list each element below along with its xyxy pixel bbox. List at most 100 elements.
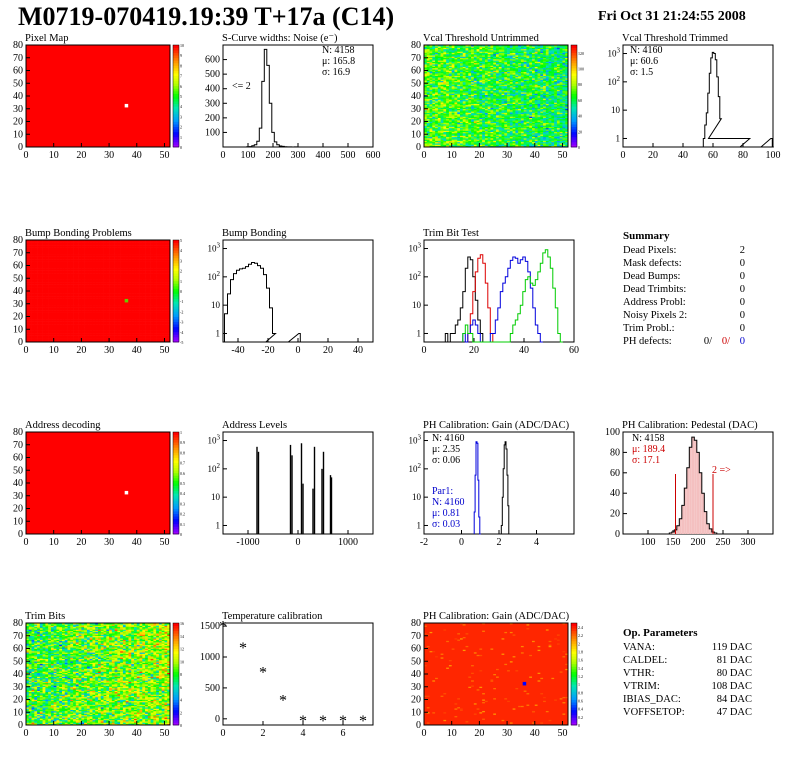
heatmap-cell bbox=[534, 62, 538, 65]
heatmap-cell bbox=[487, 127, 491, 130]
heatmap-cell bbox=[487, 71, 491, 74]
heatmap-cell bbox=[440, 110, 444, 112]
heatmap-cell bbox=[28, 278, 32, 280]
heatmap-cell bbox=[473, 108, 477, 111]
heatmap-cell bbox=[479, 60, 483, 62]
heatmap-cell bbox=[498, 75, 502, 78]
heatmap-cell bbox=[34, 299, 38, 302]
heatmap-cell bbox=[42, 256, 46, 259]
heatmap-cell bbox=[562, 71, 566, 74]
heatmap-cell bbox=[426, 90, 430, 93]
heatmap-cell bbox=[45, 329, 49, 331]
heatmap-cell bbox=[451, 46, 455, 48]
heatmap-cell bbox=[537, 96, 541, 98]
heatmap-cell bbox=[448, 52, 452, 55]
heatmap-cell bbox=[520, 50, 524, 52]
heatmap-cell bbox=[512, 75, 516, 78]
heatmap-cell bbox=[465, 65, 469, 67]
heatmap-cell bbox=[559, 107, 563, 110]
heatmap-cell bbox=[426, 55, 430, 57]
heatmap-cell bbox=[559, 90, 563, 93]
heatmap-cell bbox=[554, 64, 558, 66]
heatmap-cell bbox=[496, 50, 500, 52]
heatmap-cell bbox=[512, 87, 516, 89]
heatmap-cell bbox=[45, 303, 49, 306]
heatmap-cell bbox=[460, 90, 464, 93]
heatmap-cell bbox=[540, 81, 544, 84]
heatmap-cell bbox=[507, 84, 511, 87]
heatmap-cell bbox=[507, 136, 511, 139]
heatmap-cell bbox=[39, 274, 43, 276]
heatmap-cell bbox=[490, 93, 494, 96]
heatmap-cell bbox=[512, 74, 516, 76]
heatmap-cell bbox=[554, 113, 558, 116]
heatmap-cell bbox=[559, 121, 563, 124]
heatmap-cell bbox=[507, 66, 511, 69]
heatmap-cell bbox=[448, 51, 452, 53]
heatmap-cell bbox=[457, 141, 461, 144]
heatmap-cell bbox=[518, 141, 522, 144]
heatmap-cell bbox=[457, 46, 461, 48]
heatmap-cell bbox=[509, 79, 513, 81]
heatmap-cell bbox=[462, 75, 466, 78]
heatmap-cell bbox=[34, 245, 38, 247]
heatmap-cell bbox=[540, 139, 544, 141]
heatmap-cell bbox=[496, 124, 500, 126]
heatmap-cell bbox=[512, 47, 516, 50]
heatmap-cell bbox=[556, 47, 560, 50]
heatmap-cell bbox=[493, 127, 497, 130]
heatmap-cell bbox=[437, 61, 441, 64]
heatmap-cell bbox=[476, 89, 480, 92]
heatmap-cell bbox=[556, 61, 560, 64]
heatmap-cell bbox=[504, 110, 508, 112]
heatmap-cell bbox=[545, 64, 549, 66]
heatmap-cell bbox=[443, 85, 447, 88]
heatmap-cell bbox=[426, 60, 430, 62]
heatmap-cell bbox=[559, 81, 563, 84]
heatmap-cell bbox=[460, 62, 464, 65]
heatmap-cell bbox=[487, 89, 491, 92]
heatmap-cell bbox=[496, 92, 500, 94]
colorbar-tick-label: 5 bbox=[180, 94, 182, 99]
heatmap-cell bbox=[42, 335, 46, 338]
heatmap-cell bbox=[562, 62, 566, 65]
heatmap-cell bbox=[454, 117, 458, 120]
heatmap-cell bbox=[39, 271, 43, 274]
heatmap-cell bbox=[451, 139, 455, 141]
y-tick-label: 30 bbox=[411, 104, 421, 115]
heatmap-cell bbox=[440, 53, 444, 56]
heatmap-cell bbox=[484, 51, 488, 53]
heatmap-cell bbox=[565, 134, 569, 136]
heatmap-cell bbox=[437, 139, 441, 141]
heatmap-cell bbox=[479, 136, 483, 139]
heatmap-cell bbox=[554, 69, 558, 71]
heatmap-cell bbox=[529, 96, 533, 98]
heatmap-cell bbox=[473, 89, 477, 92]
heatmap-cell bbox=[437, 48, 441, 51]
heatmap-cell bbox=[534, 120, 538, 122]
heatmap-cell bbox=[39, 276, 43, 279]
heatmap-cell bbox=[507, 126, 511, 129]
heatmap-cell bbox=[451, 65, 455, 67]
heatmap-cell bbox=[490, 73, 494, 75]
heatmap-cell bbox=[532, 118, 536, 121]
heatmap-cell bbox=[465, 48, 469, 51]
heatmap-cell bbox=[443, 87, 447, 89]
heatmap-cell bbox=[34, 306, 38, 308]
heatmap-cell bbox=[523, 81, 527, 84]
heatmap-cell bbox=[548, 50, 552, 52]
heatmap-cell bbox=[532, 117, 536, 120]
heatmap-cell bbox=[462, 47, 466, 50]
heatmap-cell bbox=[482, 64, 486, 66]
heatmap-cell bbox=[493, 61, 497, 64]
heatmap-cell bbox=[457, 93, 461, 96]
heatmap-cell bbox=[487, 98, 491, 101]
heatmap-cell bbox=[457, 75, 461, 78]
heatmap-cell bbox=[462, 118, 466, 121]
heatmap-cell bbox=[509, 62, 513, 65]
heatmap-cell bbox=[448, 103, 452, 106]
heatmap-cell bbox=[526, 104, 530, 107]
heatmap-cell bbox=[512, 108, 516, 111]
colorbar-segment bbox=[173, 78, 179, 82]
